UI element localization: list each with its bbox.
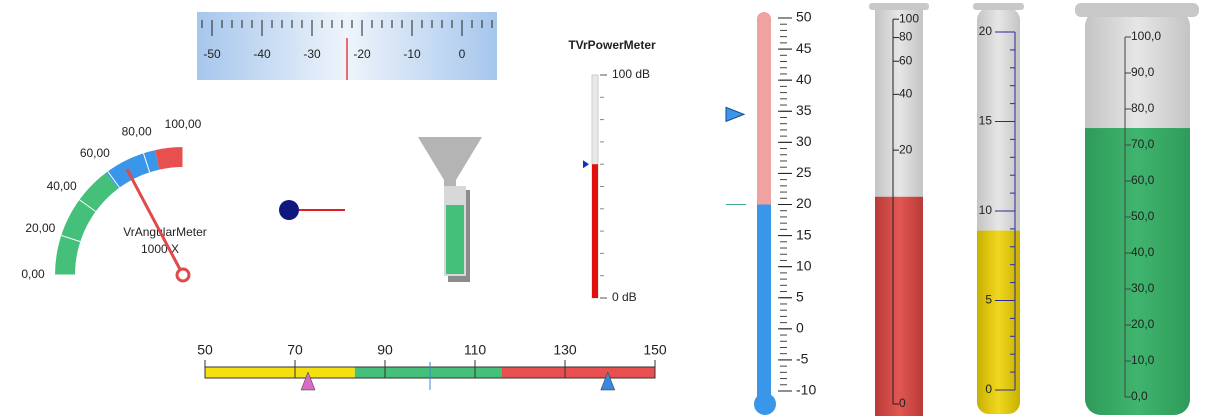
tube-label: 0 [985,382,992,396]
tube-level [875,196,923,416]
thermo-label: 40 [796,71,812,87]
meter-label: 80,00 [122,125,152,139]
tube-label: 10,0 [1131,353,1155,367]
tube-label: 80 [899,30,913,44]
meter-label: 40,00 [47,179,77,193]
meter-needle [125,168,185,276]
power-label: 100 dB [612,67,650,81]
funnel-neck [444,180,456,190]
meter-label: 20,00 [25,221,55,235]
slider-label: 90 [377,342,393,358]
power-meter-title: TVrPowerMeter [568,38,656,52]
slider-zone [502,367,655,378]
slider-label: 50 [197,342,213,358]
ruler-label: -40 [253,47,271,61]
tube-level-top [1085,128,1190,149]
slider-label: 150 [643,342,667,358]
tube-label: 20 [979,24,993,38]
thermo-label: 20 [796,195,812,211]
tube-label: 60,0 [1131,173,1155,187]
tube-label: 60 [899,53,913,67]
ruler-label: 0 [459,47,466,61]
meter-hub [175,267,191,283]
thermo-label: 15 [796,226,812,242]
funnel-top [418,137,482,180]
slider-marker [600,371,616,391]
tube-label: 15 [979,114,993,128]
thermo-bulb [754,393,776,415]
slider-zone [354,367,502,378]
slider-zone [205,367,355,378]
ruler-label: -50 [203,47,221,61]
meter-title: VrAngularMeter [123,225,207,239]
thermo-label: 35 [796,102,812,118]
meter-tick [142,153,151,173]
tube-level-top [977,230,1020,245]
thermo-label: 10 [796,257,812,273]
tube-label: 10 [979,203,993,217]
meter-zone [55,172,119,275]
tube-label: 100 [899,11,919,25]
funnel-level [446,205,464,274]
thermo-label: 50 [796,9,812,25]
meter-label: 60,00 [80,146,110,160]
slider-label: 70 [287,342,303,358]
meter-zone [106,150,160,189]
ruler-label: -10 [403,47,421,61]
tube-level [1085,128,1190,415]
knob [279,200,299,220]
slider-label: 110 [464,342,487,358]
tube-label: 50,0 [1131,209,1155,223]
ruler-label: -20 [353,47,371,61]
tube-label: 40 [899,87,913,101]
power-marker [583,160,589,169]
tube-label: 20 [899,142,913,156]
tube-label: 40,0 [1131,245,1155,259]
tube-label: 20,0 [1131,317,1155,331]
tube-label: 0,0 [1131,389,1148,403]
meter-zone [155,147,183,170]
tube-level [977,230,1020,414]
thermo-label: 25 [796,164,812,180]
thermo-label: 45 [796,40,812,56]
meter-tick [107,171,120,188]
tube-label: 5 [985,293,992,307]
meter-tick [61,234,81,243]
tube-rim [1075,3,1199,17]
tube-label: 80,0 [1131,101,1155,115]
thermo-label: 30 [796,133,812,149]
ruler-label: -30 [303,47,321,61]
power-label: 0 dB [612,290,637,304]
power-level [592,164,598,298]
tube-label: 90,0 [1131,65,1155,79]
thermo-pointer [725,106,746,123]
tube-label: 70,0 [1131,137,1155,151]
thermo-label: -10 [796,382,816,398]
slider-marker [300,371,316,391]
tube-rim [869,3,929,10]
thermo-label: 0 [796,320,804,336]
thermo-label: -5 [796,351,809,367]
thermo-label: 5 [796,288,804,304]
tube-rim [973,3,1024,10]
meter-label: 100,00 [165,117,202,131]
tube-label: 100,0 [1131,29,1161,43]
meter-label: 0,00 [21,267,45,281]
tube-label: 0 [899,396,906,410]
thermo-level [757,204,771,402]
slider-label: 130 [553,342,577,358]
meter-tick [79,199,96,212]
tube-label: 30,0 [1131,281,1155,295]
